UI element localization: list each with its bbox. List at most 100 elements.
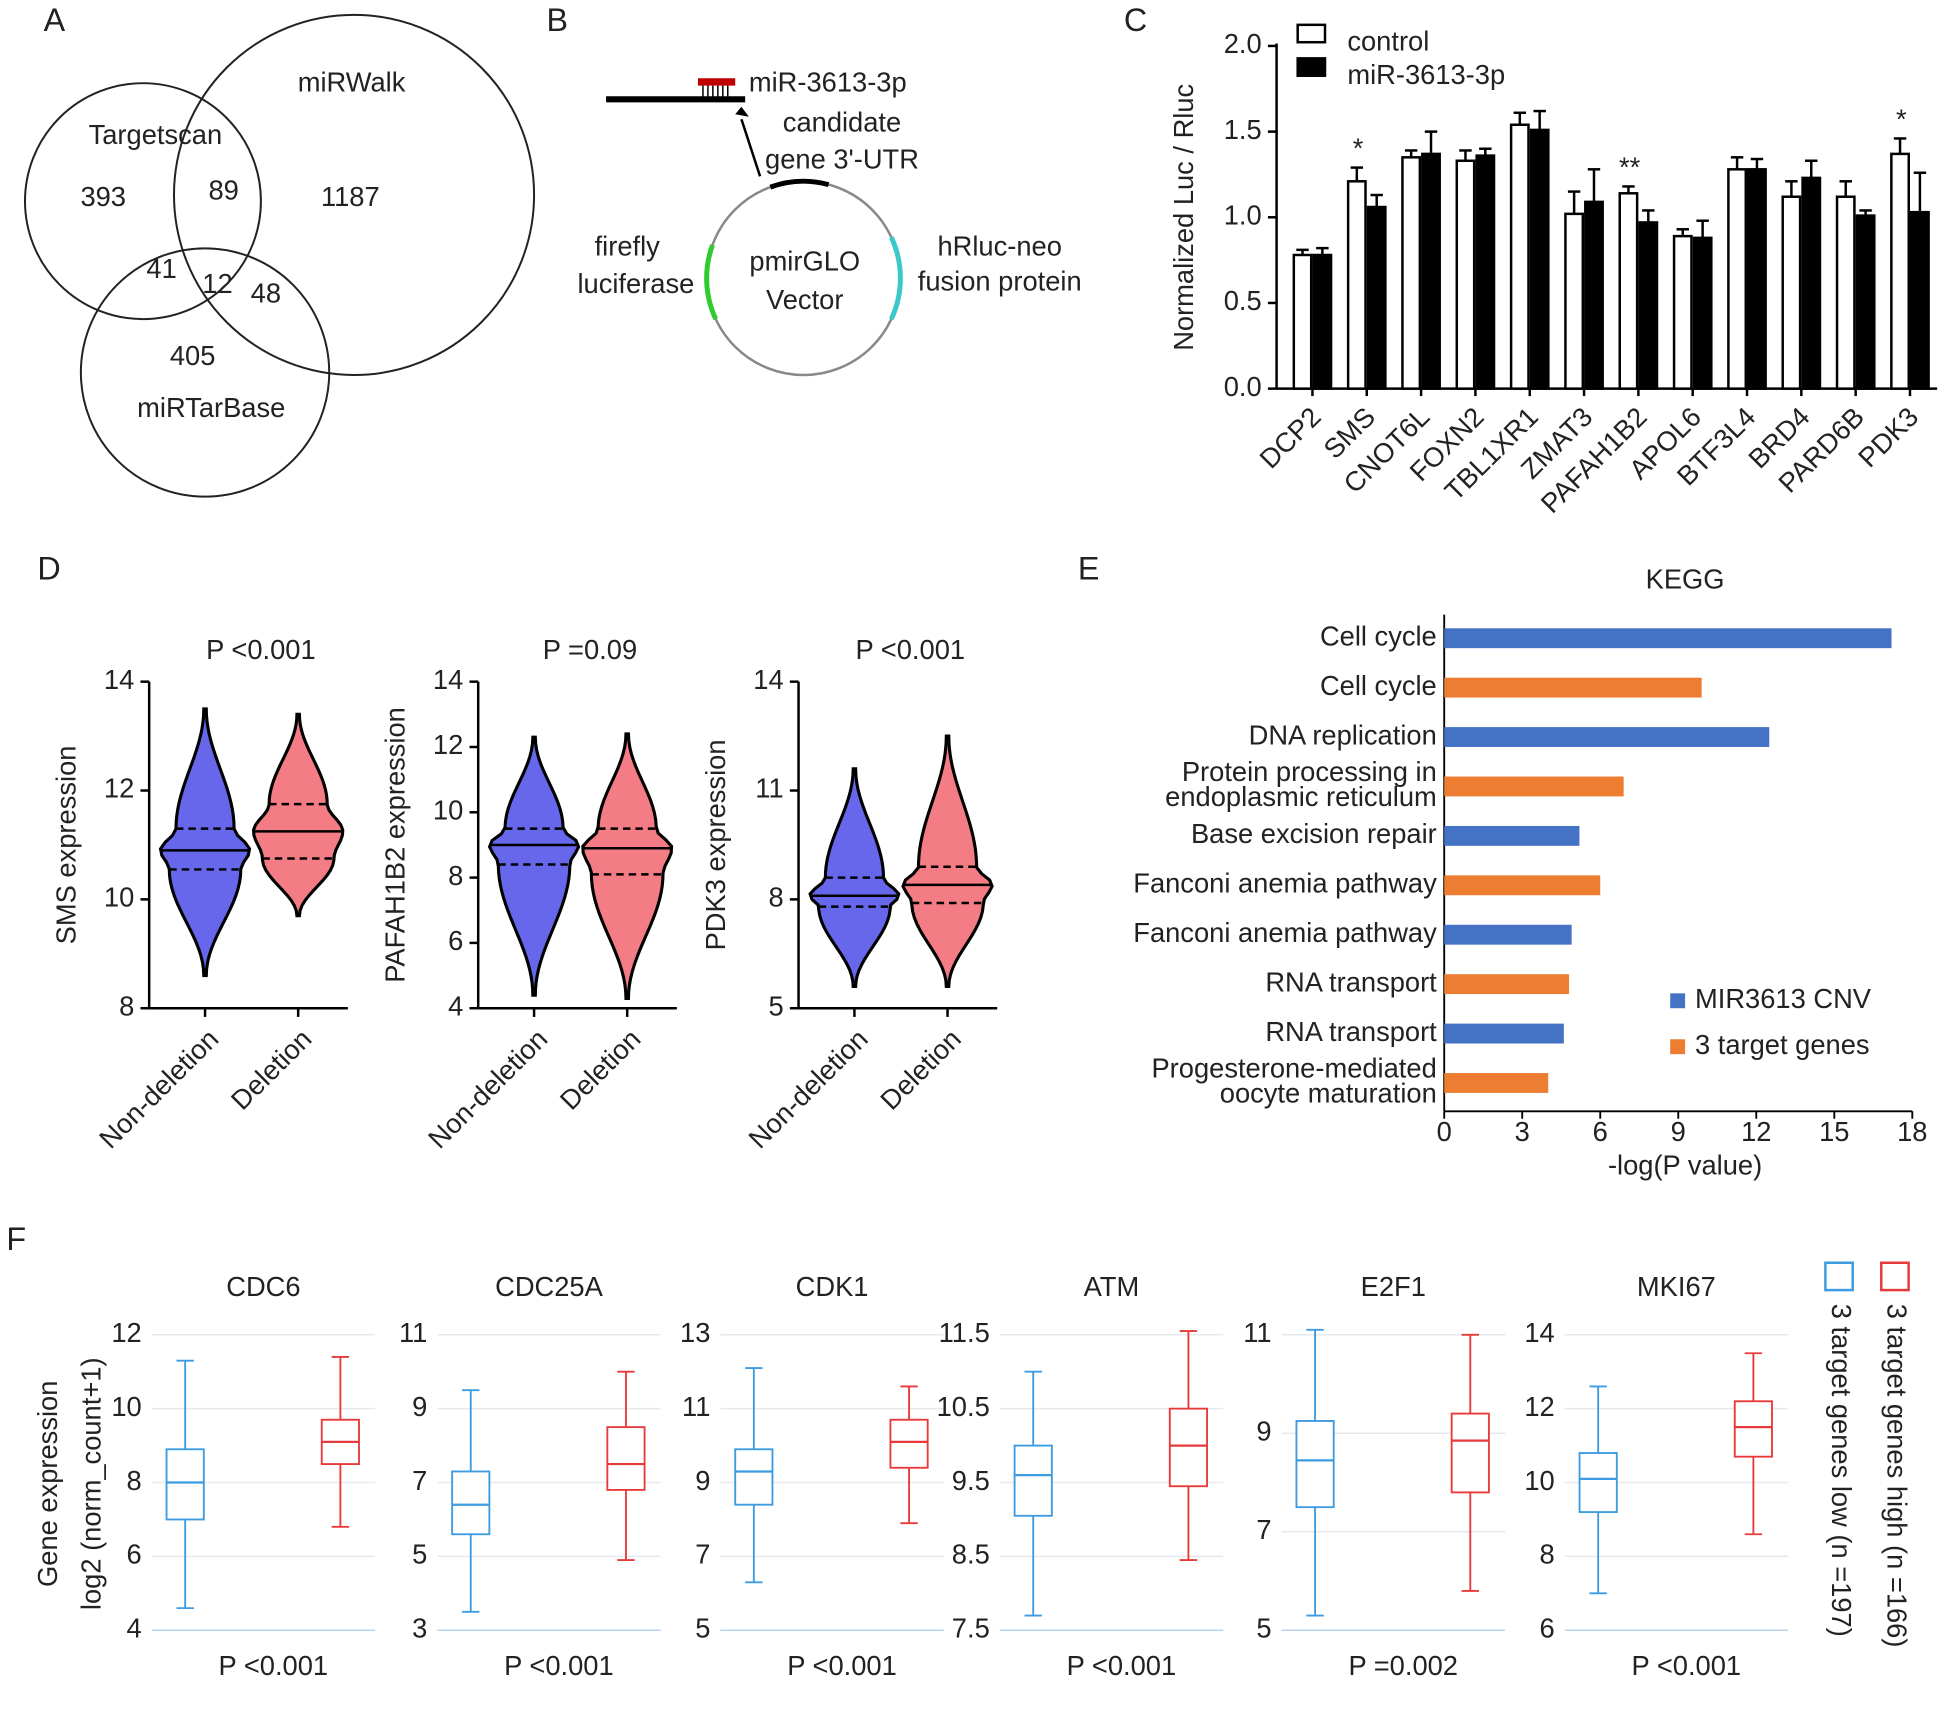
y-tick-label: 14 [753,664,783,695]
y-tick-label: 10.5 [937,1391,990,1422]
diagram-label: luciferase [577,268,694,299]
box [165,1448,205,1521]
y-axis-label: PDK3 expression [700,739,731,950]
y-tick-label: 11 [682,1391,710,1422]
bar [1855,214,1876,390]
box [1168,1407,1208,1488]
chart-title: CDK1 [796,1271,869,1302]
significance: * [1896,103,1907,134]
chart-title: CDC6 [226,1271,300,1302]
y-tick-label: 3 [412,1613,427,1644]
chart-title: CDC25A [495,1271,604,1302]
chart-title: P <0.001 [206,634,316,665]
y-tick-label: 7.5 [952,1613,990,1644]
x-tick-label: 15 [1819,1116,1849,1147]
y-tick-label: 12 [111,1317,141,1348]
venn-circle [173,13,536,376]
region-count: 405 [170,340,216,371]
region-count: 89 [208,175,238,206]
box [1733,1400,1773,1458]
y-axis-label: Normalized Luc / Rluc [1168,84,1199,351]
y-tick-label: RNA transport [1265,966,1437,997]
diagram-label: gene 3'-UTR [765,144,919,175]
panel-label: C [1124,2,1147,38]
box [1450,1412,1490,1494]
y-tick-label: 4 [127,1613,142,1644]
y-tick-label: Progesterone-mediated oocyte maturation [1151,1053,1436,1109]
legend-swatch [1824,1261,1854,1292]
bar [1346,180,1367,390]
bar [1444,1073,1549,1093]
bar [1444,974,1570,995]
y-tick-label: RNA transport [1265,1016,1437,1047]
bar [1692,236,1713,390]
y-tick-label: 9.5 [952,1465,990,1496]
y-tick-label: 5 [768,990,783,1021]
y-tick-label: 14 [104,664,134,695]
bar [1509,123,1530,390]
utr-insert [769,178,830,190]
panel-label: A [44,2,66,38]
bar [1444,677,1702,698]
y-axis-label: SMS expression [51,746,82,945]
chart-title: E2F1 [1361,1271,1426,1302]
legend-label: control [1347,26,1429,57]
legend-label: 3 target genes high (n =166) [1882,1304,1913,1648]
x-tick-label: Deletion [874,1023,967,1116]
chart-title: P =0.09 [543,634,637,665]
hrluc-segment [889,236,903,321]
bar [1801,176,1822,390]
y-tick-label: 1.5 [1224,114,1262,145]
bar [1421,152,1441,390]
y-tick-label: 10 [111,1391,141,1422]
y-axis-label: log2 (norm_count+1) [76,1357,107,1610]
y-tick-label: 11.5 [939,1317,990,1348]
y-tick-label: 9 [1256,1416,1271,1447]
x-tick-label: Non-deletion [422,1023,553,1154]
y-tick-label: 8 [768,882,783,913]
panel-label: E [1078,551,1100,587]
x-tick-label: 18 [1897,1116,1927,1147]
legend-swatch [1670,993,1686,1009]
y-tick-label: 5 [1256,1613,1271,1644]
bar [1312,253,1333,390]
y-tick-label: Fanconi anemia pathway [1133,868,1437,899]
x-tick-label: 12 [1741,1116,1771,1147]
chart-title: ATM [1084,1271,1140,1302]
box [1295,1420,1335,1509]
y-tick-label: 12 [1524,1391,1554,1422]
bar [1292,253,1313,390]
diagram-label: pmirGLO [749,245,860,276]
arrow [740,118,762,177]
set-label: Targetscan [89,119,223,150]
bar [1890,152,1910,390]
vector-diagram [606,78,903,377]
y-tick-label: 11 [399,1317,427,1348]
bar [1444,1023,1564,1044]
bar [1909,210,1930,390]
bar [1781,195,1802,390]
y-tick-label: 0.5 [1224,285,1262,316]
y-tick-label: 14 [1524,1317,1554,1348]
diagram-label: Vector [766,284,843,315]
p-value: P <0.001 [787,1650,897,1681]
region-count: 1187 [321,181,380,212]
bar [1672,234,1693,390]
violin-body [487,735,581,997]
y-tick-label: 7 [412,1465,427,1496]
y-tick-label: 8 [448,860,463,891]
y-axis-label: Gene expression [32,1381,63,1587]
y-tick-label: 0.0 [1224,371,1262,402]
chart-title: KEGG [1646,563,1725,594]
y-tick-label: 14 [433,664,463,695]
bar [1747,168,1767,390]
diagram-label: firefly [595,231,661,262]
legend-swatch [1296,57,1327,77]
y-tick-label: 11 [1243,1317,1271,1348]
bar [1529,128,1550,390]
set-label: miRTarBase [137,392,285,423]
bar [1444,628,1892,649]
violin-body [251,712,345,918]
bar [1401,156,1422,390]
